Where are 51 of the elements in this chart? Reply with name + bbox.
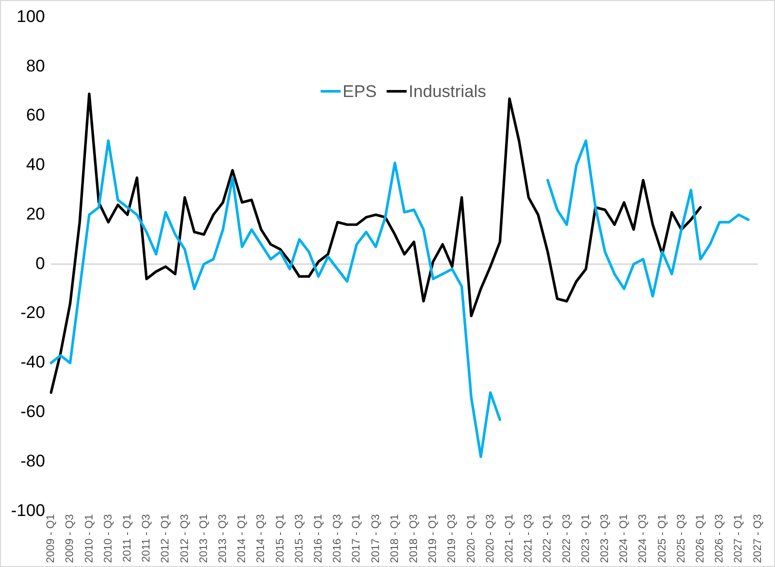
x-tick-label: 2010 - Q3 <box>102 514 114 563</box>
x-tick-label: 2022 - Q1 <box>542 514 554 563</box>
legend-label: EPS <box>342 82 377 101</box>
x-tick-label: 2020 - Q3 <box>484 514 496 563</box>
x-tick-label: 2021 - Q3 <box>522 514 535 563</box>
x-tick-label: 2020 - Q1 <box>465 514 478 563</box>
x-tick-label: 2017 - Q1 <box>350 514 363 563</box>
x-tick-label: 2015 - Q1 <box>274 514 286 563</box>
x-tick-label: 2014 - Q1 <box>236 514 248 563</box>
x-tick-label: 2015 - Q3 <box>293 514 306 563</box>
y-tick-label: -100 <box>10 500 46 520</box>
x-tick-label: 2027 - Q1 <box>732 514 745 563</box>
x-tick-label: 2013 - Q1 <box>198 514 210 563</box>
legend-label: Industrials <box>408 82 486 101</box>
x-tick-label: 2022 - Q3 <box>560 514 573 563</box>
x-tick-label: 2016 - Q1 <box>312 514 324 563</box>
x-tick-label: 2010 - Q1 <box>83 514 96 563</box>
y-tick-label: 0 <box>36 254 46 273</box>
y-tick-label: 100 <box>16 6 46 26</box>
x-tick-label: 2009 - Q1 <box>45 514 58 563</box>
x-tick-label: 2024 - Q1 <box>618 514 630 563</box>
x-tick-label: 2019 - Q3 <box>446 514 458 563</box>
x-tick-label: 2016 - Q3 <box>332 514 344 563</box>
x-tick-label: 2018 - Q3 <box>408 514 420 563</box>
x-tick-label: 2023 - Q3 <box>599 514 612 563</box>
x-tick-label: 2013 - Q3 <box>216 514 229 563</box>
y-tick-label: -20 <box>20 303 46 322</box>
x-tick-label: 2024 - Q3 <box>637 514 650 563</box>
y-tick-label: -40 <box>20 352 46 372</box>
x-tick-label: 2011 - Q3 <box>140 514 153 562</box>
y-tick-label: 80 <box>26 56 46 76</box>
y-tick-label: -80 <box>20 451 46 470</box>
x-tick-label: 2009 - Q3 <box>64 514 76 563</box>
x-tick-label: 2025 - Q3 <box>675 514 688 563</box>
x-tick-label: 2012 - Q3 <box>178 514 191 563</box>
x-tick-label: 2026 - Q1 <box>694 514 707 563</box>
x-tick-label: 2012 - Q1 <box>160 514 172 563</box>
x-tick-label: 2026 - Q3 <box>714 514 726 563</box>
x-tick-label: 2023 - Q1 <box>580 514 592 563</box>
y-tick-label: 60 <box>26 106 46 125</box>
y-tick-label: 40 <box>26 155 46 174</box>
x-tick-label: 2025 - Q1 <box>656 514 668 563</box>
x-tick-label: 2019 - Q1 <box>427 514 440 563</box>
x-tick-label: 2018 - Q1 <box>388 514 401 563</box>
y-tick-label: -60 <box>20 402 46 421</box>
y-tick-label: 20 <box>26 204 46 224</box>
x-tick-label: 2011 - Q1 <box>121 514 134 562</box>
x-tick-label: 2027 - Q3 <box>752 514 764 563</box>
x-tick-label: 2014 - Q3 <box>255 514 268 563</box>
x-tick-label: 2017 - Q3 <box>370 514 382 563</box>
x-tick-label: 2021 - Q1 <box>504 514 516 563</box>
